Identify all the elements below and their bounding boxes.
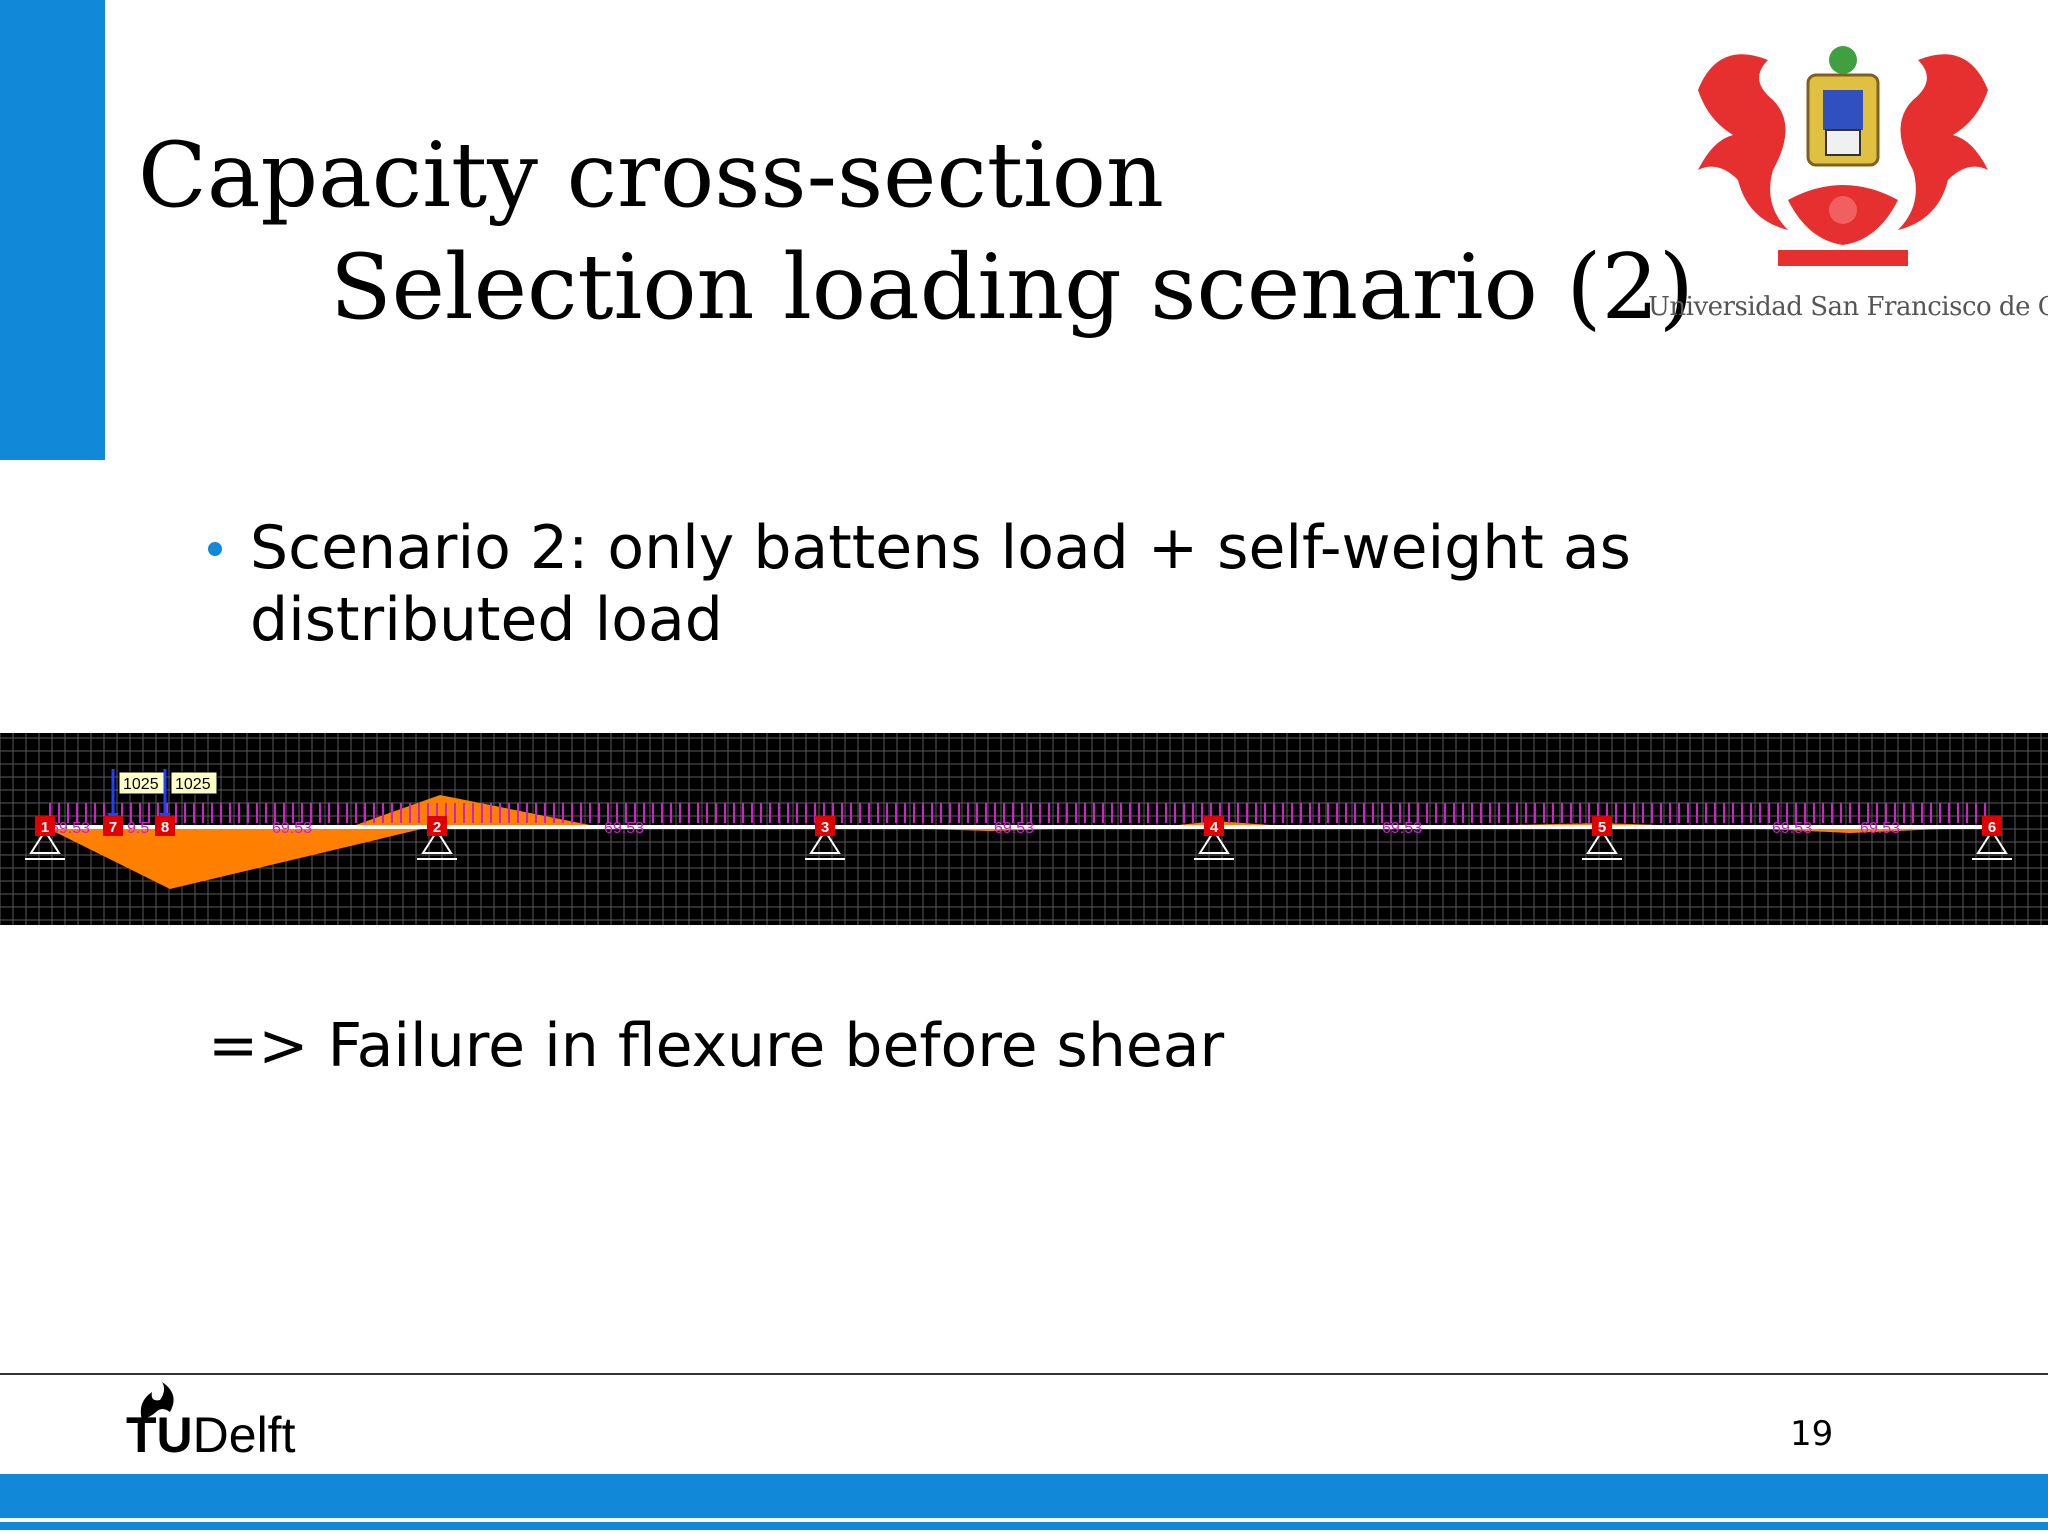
tu-delft-wordmark: TUDelft — [126, 1408, 295, 1462]
distributed-load-label: 69.53 — [50, 820, 90, 837]
node-label: 8 — [161, 819, 169, 836]
bullet-item: Scenario 2: only battens load + self-wei… — [208, 512, 1868, 656]
node-label: 3 — [821, 819, 829, 836]
node-marker — [427, 816, 447, 836]
distributed-load-label: 69.53 — [1772, 820, 1812, 837]
node-label: 1 — [41, 819, 49, 836]
node-marker — [815, 816, 835, 836]
conclusion-text: => Failure in flexure before shear — [208, 1011, 1225, 1081]
tu-text: TU — [126, 1407, 193, 1463]
point-load-label: 1025 — [175, 776, 211, 793]
footer-stripe — [0, 1522, 2048, 1530]
title-line-2: Selection loading scenario (2) — [330, 235, 1694, 340]
support-icon — [1976, 829, 2008, 854]
node-marker — [1982, 816, 2002, 836]
tu-delft-logo: TUDelft — [126, 1382, 346, 1462]
bullet-icon — [208, 542, 222, 556]
footer-band — [0, 1474, 2048, 1518]
moment-span-1 — [45, 827, 430, 889]
distributed-load-label: 69.53 — [1860, 820, 1900, 837]
beam-diagram: 69.53 9.5 69.53 69.53 69.53 69.53 69.53 69.53 10… — [0, 733, 2048, 925]
node-marker — [103, 816, 123, 836]
node-marker — [1204, 816, 1224, 836]
support-icon — [809, 829, 841, 854]
university-crest-icon — [1698, 46, 1988, 266]
bullet-text: Scenario 2: only battens load + self-wei… — [250, 513, 1631, 655]
delft-text: Delft — [192, 1407, 296, 1463]
node-marker — [35, 816, 55, 836]
page-number: 19 — [1790, 1414, 1834, 1454]
node-label: 6 — [1988, 819, 1996, 836]
support-icon — [1198, 829, 1230, 854]
distributed-load-label: 9.5 — [127, 820, 149, 837]
node-label: 4 — [1210, 819, 1219, 836]
support-icon — [421, 829, 453, 854]
university-logo: Universidad San Francisco de Quito — [1648, 30, 2048, 340]
node-marker — [1592, 816, 1612, 836]
node-label: 2 — [433, 819, 441, 836]
distributed-load-label: 69.53 — [604, 820, 644, 837]
distributed-load-label: 69.53 — [1382, 820, 1422, 837]
slide-title: Capacity cross-section Selection loading… — [138, 120, 1694, 344]
title-line-1: Capacity cross-section — [138, 123, 1164, 228]
support-icon — [29, 829, 61, 854]
point-load-label: 1025 — [123, 776, 159, 793]
node-label: 7 — [109, 819, 117, 836]
flame-icon — [140, 1382, 174, 1420]
point-load-label-box — [170, 771, 218, 795]
distributed-load-label: 69.53 — [994, 820, 1034, 837]
distributed-load-label: 69.53 — [272, 820, 312, 837]
footer-divider — [0, 1373, 2048, 1375]
logo-caption: Universidad San Francisco de Quito — [1648, 292, 2048, 322]
node-label: 5 — [1598, 819, 1606, 836]
node-marker — [155, 816, 175, 836]
accent-bar — [0, 0, 105, 460]
beam-moment-diagram: 69.53 9.5 69.53 69.53 69.53 69.53 69.53 69.53 10… — [0, 733, 2048, 925]
moment-span-2 — [350, 795, 600, 827]
support-icon — [1586, 829, 1618, 854]
